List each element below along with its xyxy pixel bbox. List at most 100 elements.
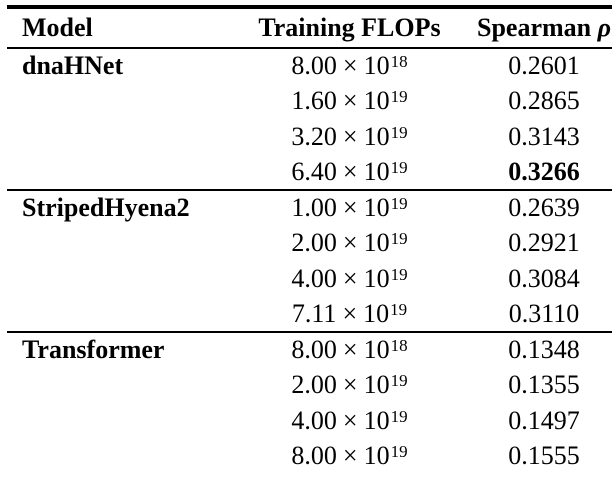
multiply-symbol: × xyxy=(342,263,358,293)
training-flops-cell: 4.00 × 1019 xyxy=(257,403,442,439)
flops-base: 10 xyxy=(363,298,390,328)
training-flops-cell: 6.40 × 1019 xyxy=(257,155,442,191)
model-name-cell xyxy=(7,261,257,297)
flops-coefficient: 2.00 xyxy=(291,228,337,258)
table-row: 2.00 × 1019 0.2921 xyxy=(7,226,612,262)
multiply-symbol: × xyxy=(342,86,358,116)
spearman-label: Spearman xyxy=(476,13,592,42)
model-name-cell xyxy=(7,403,257,439)
multiply-symbol: × xyxy=(342,441,358,471)
model-name-cell xyxy=(7,368,257,404)
table-body: dnaHNet 8.00 × 1018 0.2601 1.60 × 1019 0.2865 3.2… xyxy=(7,48,612,474)
flops-exponent: 19 xyxy=(390,264,408,284)
training-flops-cell: 3.20 × 1019 xyxy=(257,119,442,155)
flops-coefficient: 1.00 xyxy=(291,193,337,223)
flops-base: 10 xyxy=(363,441,390,471)
flops-coefficient: 1.60 xyxy=(291,86,337,116)
flops-coefficient: 8.00 xyxy=(291,51,337,81)
flops-base: 10 xyxy=(363,156,390,186)
col-header-model: Model xyxy=(7,7,257,49)
spearman-value-cell: 0.1555 xyxy=(508,441,580,471)
table-row: dnaHNet 8.00 × 1018 0.2601 xyxy=(7,48,612,84)
model-name-cell xyxy=(7,84,257,120)
model-name-cell xyxy=(7,297,257,333)
header-row: Model Training FLOPs Spearman ρ xyxy=(7,7,612,49)
multiply-symbol: × xyxy=(342,298,358,328)
spearman-value-cell: 0.1355 xyxy=(508,370,580,400)
training-flops-cell: 2.00 × 1019 xyxy=(257,368,442,404)
training-flops-cell: 7.11 × 1019 xyxy=(257,297,442,333)
table-row: StripedHyena2 1.00 × 1019 0.2639 xyxy=(7,189,612,226)
flops-exponent: 19 xyxy=(390,157,408,177)
training-flops-cell: 1.00 × 1019 xyxy=(257,189,442,226)
flops-base: 10 xyxy=(363,228,390,258)
multiply-symbol: × xyxy=(342,121,358,151)
col-header-spearman: Spearman ρ xyxy=(442,7,612,49)
flops-base: 10 xyxy=(363,193,390,223)
flops-base: 10 xyxy=(363,121,390,151)
spearman-value-cell: 0.3084 xyxy=(508,263,580,293)
multiply-symbol: × xyxy=(342,405,358,435)
flops-base: 10 xyxy=(363,51,390,81)
multiply-symbol: × xyxy=(342,193,358,223)
training-flops-cell: 2.00 × 1019 xyxy=(257,226,442,262)
model-name-cell: Transformer xyxy=(7,331,257,368)
flops-coefficient: 4.00 xyxy=(291,405,337,435)
flops-coefficient: 8.00 xyxy=(291,441,337,471)
flops-coefficient: 7.11 xyxy=(291,298,337,328)
flops-base: 10 xyxy=(363,335,390,365)
flops-exponent: 19 xyxy=(390,87,408,107)
table-row: 3.20 × 1019 0.3143 xyxy=(7,119,612,155)
multiply-symbol: × xyxy=(342,51,358,81)
training-flops-cell: 4.00 × 1019 xyxy=(257,261,442,297)
model-name-cell xyxy=(7,155,257,191)
multiply-symbol: × xyxy=(342,335,358,365)
training-flops-cell: 8.00 × 1018 xyxy=(257,331,442,368)
spearman-value-cell: 0.3110 xyxy=(508,298,580,328)
model-name-cell: StripedHyena2 xyxy=(7,189,257,226)
model-name-cell: dnaHNet xyxy=(22,51,124,81)
col-header-training-flops: Training FLOPs xyxy=(257,7,442,49)
flops-exponent: 19 xyxy=(390,299,408,319)
training-flops-cell: 8.00 × 1019 xyxy=(257,439,442,475)
flops-exponent: 18 xyxy=(390,336,408,356)
training-flops-cell: 1.60 × 1019 xyxy=(257,84,442,120)
spearman-value-cell: 0.2865 xyxy=(508,86,580,116)
spearman-value-cell: 0.3266 xyxy=(508,156,580,186)
flops-coefficient: 6.40 xyxy=(291,156,337,186)
table-row: 7.11 × 1019 0.3110 xyxy=(7,297,612,333)
spearman-value-cell: 0.3143 xyxy=(508,121,580,151)
spearman-value-cell: 0.1348 xyxy=(442,331,612,368)
table-row: 6.40 × 1019 0.3266 xyxy=(7,155,612,191)
flops-exponent: 19 xyxy=(390,442,408,462)
spearman-value-cell: 0.2921 xyxy=(508,228,580,258)
flops-exponent: 18 xyxy=(390,52,408,72)
spearman-value-cell: 0.2601 xyxy=(508,51,580,81)
flops-exponent: 19 xyxy=(390,371,408,391)
flops-exponent: 19 xyxy=(390,122,408,142)
flops-coefficient: 4.00 xyxy=(291,263,337,293)
flops-coefficient: 3.20 xyxy=(291,121,337,151)
flops-coefficient: 8.00 xyxy=(291,335,337,365)
flops-coefficient: 2.00 xyxy=(291,370,337,400)
spearman-value-cell: 0.2639 xyxy=(442,189,612,226)
table-row: 1.60 × 1019 0.2865 xyxy=(7,84,612,120)
results-table: Model Training FLOPs Spearman ρ dnaHNet 8… xyxy=(7,5,612,474)
table-row: 4.00 × 1019 0.1497 xyxy=(7,403,612,439)
table-header: Model Training FLOPs Spearman ρ xyxy=(7,7,612,49)
flops-base: 10 xyxy=(363,370,390,400)
flops-base: 10 xyxy=(363,263,390,293)
model-name-cell xyxy=(7,226,257,262)
table-row: Transformer 8.00 × 1018 0.1348 xyxy=(7,331,612,368)
flops-base: 10 xyxy=(363,405,390,435)
table-row: 4.00 × 1019 0.3084 xyxy=(7,261,612,297)
table-row: 8.00 × 1019 0.1555 xyxy=(7,439,612,475)
flops-exponent: 19 xyxy=(390,194,408,214)
training-flops-cell: 8.00 × 1018 xyxy=(257,48,442,84)
multiply-symbol: × xyxy=(342,228,358,258)
rho-symbol: ρ xyxy=(597,13,612,42)
flops-base: 10 xyxy=(363,86,390,116)
flops-exponent: 19 xyxy=(390,406,408,426)
multiply-symbol: × xyxy=(342,370,358,400)
